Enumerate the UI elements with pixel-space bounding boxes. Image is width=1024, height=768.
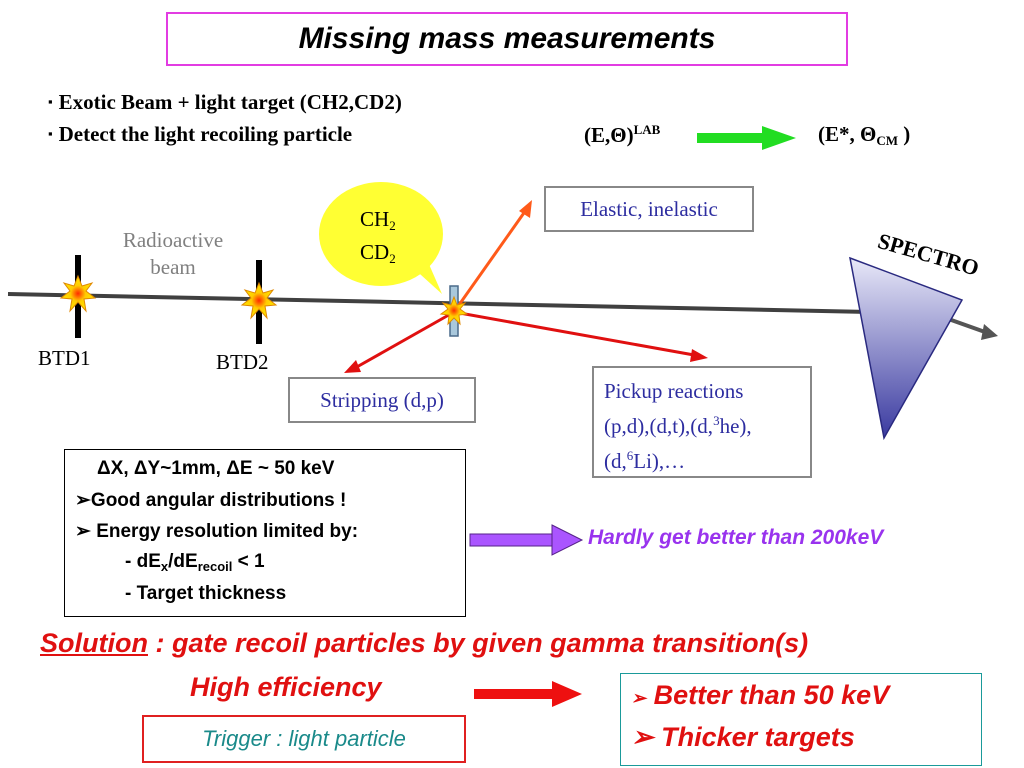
arrow-marker-icon: ➢ xyxy=(75,521,91,542)
cm-base: (E*, Θ xyxy=(818,122,877,146)
hardly-text: Hardly get better than 200keV xyxy=(588,526,884,549)
bullet-exotic-beam: ▪ Exotic Beam + light target (CH2,CD2) xyxy=(48,90,402,115)
outcome-thicker: ➢ Thicker targets xyxy=(631,722,855,753)
elastic-arrowhead xyxy=(519,200,532,218)
ch-sub: 2 xyxy=(389,218,396,233)
btd2-label: BTD2 xyxy=(216,350,269,374)
pickup-arrowhead xyxy=(690,349,708,362)
pickup-box: Pickup reactions (p,d),(d,t),(d,3he), (d… xyxy=(592,366,812,478)
arrow-marker-icon: ➢ xyxy=(631,688,647,708)
line4-b: /dE xyxy=(168,551,198,572)
resolution-line5: - Target thickness xyxy=(125,583,287,604)
stripping-arrowhead xyxy=(344,360,361,373)
trigger-box: Trigger : light particle xyxy=(142,715,466,763)
lab-to-cm-arrow xyxy=(697,126,796,150)
line4-sub1: x xyxy=(160,559,169,574)
lab-frame-label: (E,Θ)LAB xyxy=(584,122,660,148)
resolution-line3-text: Energy resolution limited by: xyxy=(96,521,359,542)
resolution-line3: ➢ Energy resolution limited by: xyxy=(75,520,358,543)
stripping-arrow xyxy=(354,310,455,370)
btd1-label: BTD1 xyxy=(38,346,91,370)
lab-sup: LAB xyxy=(633,122,661,137)
outcome-better-text: Better than 50 keV xyxy=(653,680,890,710)
bullet-marker: ▪ xyxy=(48,94,53,109)
pickup-line2-b: he), xyxy=(719,414,752,438)
bullet-detect-recoil: ▪ Detect the light recoiling particle xyxy=(48,122,352,147)
outcomes-box: ➢ Better than 50 keV ➢ Thicker targets xyxy=(620,673,982,766)
btd2-explosion-icon xyxy=(240,281,278,320)
bullet-marker: ▪ xyxy=(48,126,53,141)
beam-line xyxy=(7,292,871,314)
cm-frame-label: (E*, ΘCM ) xyxy=(818,122,910,149)
resolution-line1: ΔX, ΔY~1mm, ΔE ~ 50 keV xyxy=(97,458,335,479)
title-box: Missing mass measurements xyxy=(166,12,848,66)
btd1-explosion-icon xyxy=(59,274,97,313)
arrow-marker-icon: ➢ xyxy=(631,722,654,752)
cm-close: ) xyxy=(898,122,911,146)
resolution-line2: ➢Good angular distributions ! xyxy=(75,489,346,512)
target-explosion-icon xyxy=(439,295,469,326)
trigger-label: Trigger : light particle xyxy=(202,726,406,751)
cd-sub: 2 xyxy=(389,251,396,266)
bullet-text: Detect the light recoiling particle xyxy=(58,122,353,146)
pickup-arrow xyxy=(453,310,695,357)
radioactive-line1: Radioactive xyxy=(122,228,224,252)
arrow-marker-icon: ➢ xyxy=(75,490,91,511)
line4-c: < 1 xyxy=(232,551,265,572)
resolution-box: ΔX, ΔY~1mm, ΔE ~ 50 keV ➢Good angular di… xyxy=(64,449,466,617)
resolution-line2-text: Good angular distributions ! xyxy=(90,490,347,511)
elastic-arrow xyxy=(452,209,528,313)
slide-title: Missing mass measurements xyxy=(298,22,716,55)
solution-line: Solution : gate recoil particles by give… xyxy=(40,628,808,659)
lab-base: (E,Θ) xyxy=(584,123,634,147)
solution-keyword: Solution xyxy=(40,628,148,658)
pickup-line1: Pickup reactions xyxy=(604,379,744,403)
high-efficiency: High efficiency xyxy=(190,672,382,702)
target-callout xyxy=(319,182,443,286)
pickup-line3: (d,6Li),… xyxy=(604,441,800,476)
outcome-better: ➢ Better than 50 keV xyxy=(631,680,889,711)
elastic-label: Elastic, inelastic xyxy=(580,196,718,221)
target-cd2-label: CD2 xyxy=(360,240,396,267)
line4-sub2: recoil xyxy=(197,559,233,574)
pickup-line3-sup: 6 xyxy=(626,448,634,463)
bullet-text: Exotic Beam + light target (CH2,CD2) xyxy=(58,90,402,114)
stripping-box: Stripping (d,p) xyxy=(288,377,476,423)
solution-arrow xyxy=(474,681,582,707)
radioactive-beam-label: Radioactive beam xyxy=(106,228,240,280)
pickup-line3-a: (d, xyxy=(604,449,627,473)
resolution-line4: - dEx/dErecoil < 1 xyxy=(125,551,265,574)
solution-text: : gate recoil particles by given gamma t… xyxy=(147,628,809,658)
outcome-thicker-text: Thicker targets xyxy=(661,722,855,752)
beam-exit-arrowhead xyxy=(981,324,998,340)
pickup-line2-sup: 3 xyxy=(713,413,720,428)
hardly-arrow xyxy=(469,524,584,556)
pickup-line2-a: (p,d),(d,t),(d, xyxy=(604,414,714,438)
elastic-box: Elastic, inelastic xyxy=(544,186,754,232)
cm-sub: CM xyxy=(876,133,899,148)
pickup-line2: (p,d),(d,t),(d,3he), xyxy=(604,406,800,441)
radioactive-line2: beam xyxy=(150,255,196,279)
line4-a: - dE xyxy=(125,551,161,572)
stripping-label: Stripping (d,p) xyxy=(320,387,444,412)
pickup-line3-b: Li),… xyxy=(633,449,686,473)
target-ch2-label: CH2 xyxy=(360,207,396,234)
ch-text: CH xyxy=(360,207,390,231)
cd-text: CD xyxy=(360,240,390,264)
spectrometer-shape xyxy=(849,256,964,441)
